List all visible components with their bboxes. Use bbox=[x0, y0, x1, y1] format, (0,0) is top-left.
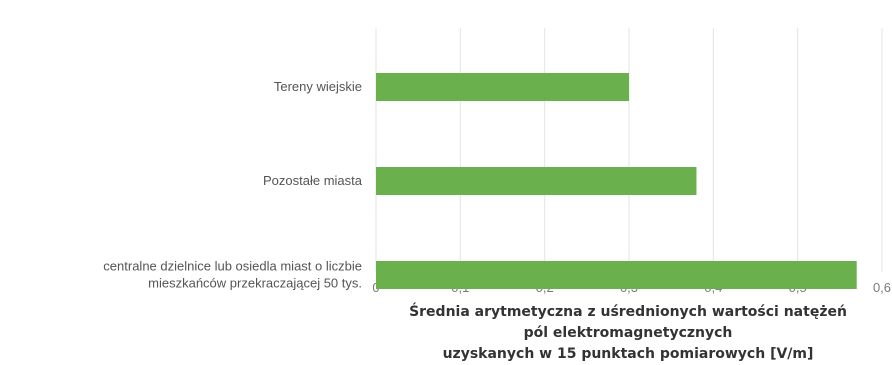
x-tick-label: 0,6 bbox=[873, 280, 891, 295]
bar bbox=[376, 73, 629, 101]
bar bbox=[376, 261, 857, 289]
category-label: Pozostałe miasta bbox=[263, 173, 363, 188]
category-label: mieszkańców przekraczającej 50 tys. bbox=[148, 276, 362, 291]
bar bbox=[376, 167, 697, 195]
category-label: Tereny wiejskie bbox=[274, 79, 362, 94]
x-axis-title: Średnia arytmetyczna z uśrednionych wart… bbox=[409, 302, 847, 320]
x-axis-title: uzyskanych w 15 punktach pomiarowych [V/… bbox=[443, 346, 814, 362]
x-axis-title: pól elektromagnetycznych bbox=[524, 325, 733, 341]
category-label: centralne dzielnice lub osiedla miast o … bbox=[103, 259, 362, 274]
